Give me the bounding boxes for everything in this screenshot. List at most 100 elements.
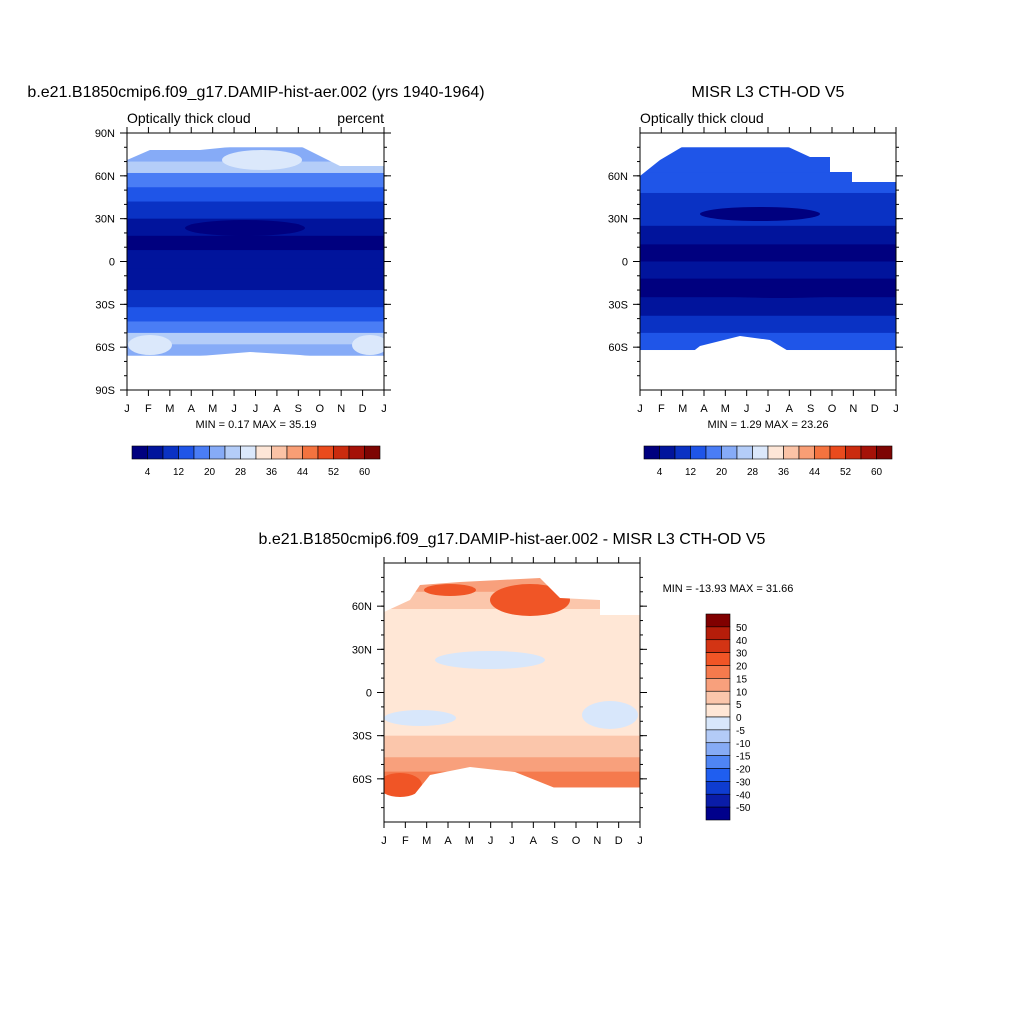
obs-lat-label: 60N xyxy=(608,171,628,183)
obs-band xyxy=(640,172,896,194)
model-month-label: A xyxy=(273,403,281,415)
model-lat-label: 30S xyxy=(95,299,115,311)
model-colorbar-label: 36 xyxy=(266,467,278,478)
diff-colorbar-label: 10 xyxy=(736,687,748,698)
obs-band xyxy=(640,244,896,263)
diff-lat-label: 30N xyxy=(352,644,372,656)
diff-positive-patch xyxy=(490,584,570,616)
obs-missing-north xyxy=(640,133,896,182)
model-missing-north xyxy=(127,133,384,166)
diff-colorbar-label: 20 xyxy=(736,662,748,673)
diff-positive-patch xyxy=(424,584,476,596)
diff-month-label: D xyxy=(615,835,623,847)
obs-colorbar-swatch xyxy=(814,445,831,460)
diff-lat-label: 0 xyxy=(366,688,372,700)
model-southern-light-patch xyxy=(352,335,384,355)
model-lat-label: 60N xyxy=(95,171,115,183)
model-colorbar-swatch xyxy=(178,445,195,460)
diff-band xyxy=(384,609,640,625)
model-month-label: M xyxy=(208,403,217,415)
diff-band xyxy=(384,757,640,773)
obs-lat-label: 30S xyxy=(608,299,628,311)
obs-band xyxy=(640,315,896,334)
obs-colorbar-label: 20 xyxy=(716,467,728,478)
diff-colorbar-label: -20 xyxy=(736,765,751,776)
diff-colorbar-swatch xyxy=(705,755,731,769)
model-southern-light-patch xyxy=(128,335,172,355)
diff-stats: MIN = -13.93 MAX = 31.66 xyxy=(663,583,794,595)
diff-colorbar-swatch xyxy=(705,768,731,782)
diff-colorbar-swatch xyxy=(705,613,731,628)
obs-stats: MIN = 1.29 MAX = 23.26 xyxy=(707,419,828,431)
model-band xyxy=(127,321,384,334)
model-right-label: percent xyxy=(337,110,384,126)
obs-colorbar: 4 12 20 28 36 44 52 60 xyxy=(643,445,893,478)
obs-month-label: S xyxy=(807,403,814,415)
model-title: b.e21.B1850cmip6.f09_g17.DAMIP-hist-aer.… xyxy=(27,84,484,101)
diff-colorbar-swatch xyxy=(705,716,731,731)
model-colorbar-swatch xyxy=(364,445,381,460)
model-panel: b.e21.B1850cmip6.f09_g17.DAMIP-hist-aer.… xyxy=(27,84,484,478)
model-colorbar-swatch xyxy=(193,445,210,460)
model-colorbar-swatch xyxy=(302,445,319,460)
obs-colorbar-label: 60 xyxy=(871,467,883,478)
diff-colorbar-label: 5 xyxy=(736,700,742,711)
diff-missing-north xyxy=(384,563,640,615)
model-band xyxy=(127,268,384,291)
obs-colorbar-label: 36 xyxy=(778,467,790,478)
model-band xyxy=(127,172,384,188)
obs-colorbar-swatch xyxy=(783,445,800,460)
obs-panel: MISR L3 CTH-OD V5 Optically thick cloud … xyxy=(608,84,903,478)
diff-month-label: M xyxy=(422,835,431,847)
obs-colorbar-swatch xyxy=(659,445,676,460)
obs-low-cloud-core xyxy=(700,286,860,298)
obs-month-label: A xyxy=(700,403,708,415)
model-colorbar-swatch xyxy=(333,445,350,460)
obs-month-label: D xyxy=(871,403,879,415)
obs-band xyxy=(640,192,896,213)
diff-lat-label: 60S xyxy=(352,774,372,786)
diff-lat-label: 30S xyxy=(352,731,372,743)
obs-month-label: J xyxy=(637,403,643,415)
diff-lat-label: 60N xyxy=(352,601,372,613)
diff-colorbar-swatch xyxy=(705,806,731,821)
model-month-label: F xyxy=(145,403,152,415)
diff-month-label: J xyxy=(488,835,494,847)
diff-missing-south xyxy=(384,767,640,822)
obs-colorbar-swatch xyxy=(736,445,753,460)
model-band xyxy=(127,201,384,220)
diff-colorbar-swatch xyxy=(705,665,731,679)
diff-month-label: M xyxy=(465,835,474,847)
obs-colorbar-swatch xyxy=(721,445,738,460)
diff-colorbar-label: 40 xyxy=(736,636,748,647)
diff-colorbar-label: 50 xyxy=(736,623,748,634)
model-colorbar-label: 20 xyxy=(204,467,216,478)
diff-month-label: S xyxy=(551,835,558,847)
diff-colorbar-swatch xyxy=(705,678,731,692)
diff-colorbar-label: -15 xyxy=(736,752,751,763)
obs-month-label: J xyxy=(744,403,750,415)
obs-lat-label: 60S xyxy=(608,342,628,354)
model-month-label: J xyxy=(124,403,130,415)
diff-positive-patch xyxy=(384,773,422,797)
obs-month-label: M xyxy=(721,403,730,415)
diff-month-label: J xyxy=(637,835,643,847)
diff-colorbar-swatch xyxy=(705,652,731,666)
obs-colorbar-swatch xyxy=(643,445,660,460)
obs-low-cloud-core xyxy=(700,207,820,221)
model-colorbar-swatch xyxy=(255,445,272,460)
obs-colorbar-label: 44 xyxy=(809,467,821,478)
obs-missing-south xyxy=(640,336,896,390)
model-lat-label: 90S xyxy=(95,385,115,397)
diff-colorbar-swatch xyxy=(705,729,731,744)
obs-colorbar-swatch xyxy=(829,445,846,460)
model-colorbar-swatch xyxy=(240,445,257,460)
obs-colorbar-swatch xyxy=(845,445,862,460)
diff-band xyxy=(384,735,640,758)
diff-axis-ticks: J F M A M J J A S O N D J 60N 30N 0 30S 60S xyxy=(352,557,647,847)
model-lat-label: 60S xyxy=(95,342,115,354)
model-lat-label: 0 xyxy=(109,257,115,269)
diff-colorbar-label: -10 xyxy=(736,739,751,750)
model-colorbar-swatch xyxy=(286,445,303,460)
